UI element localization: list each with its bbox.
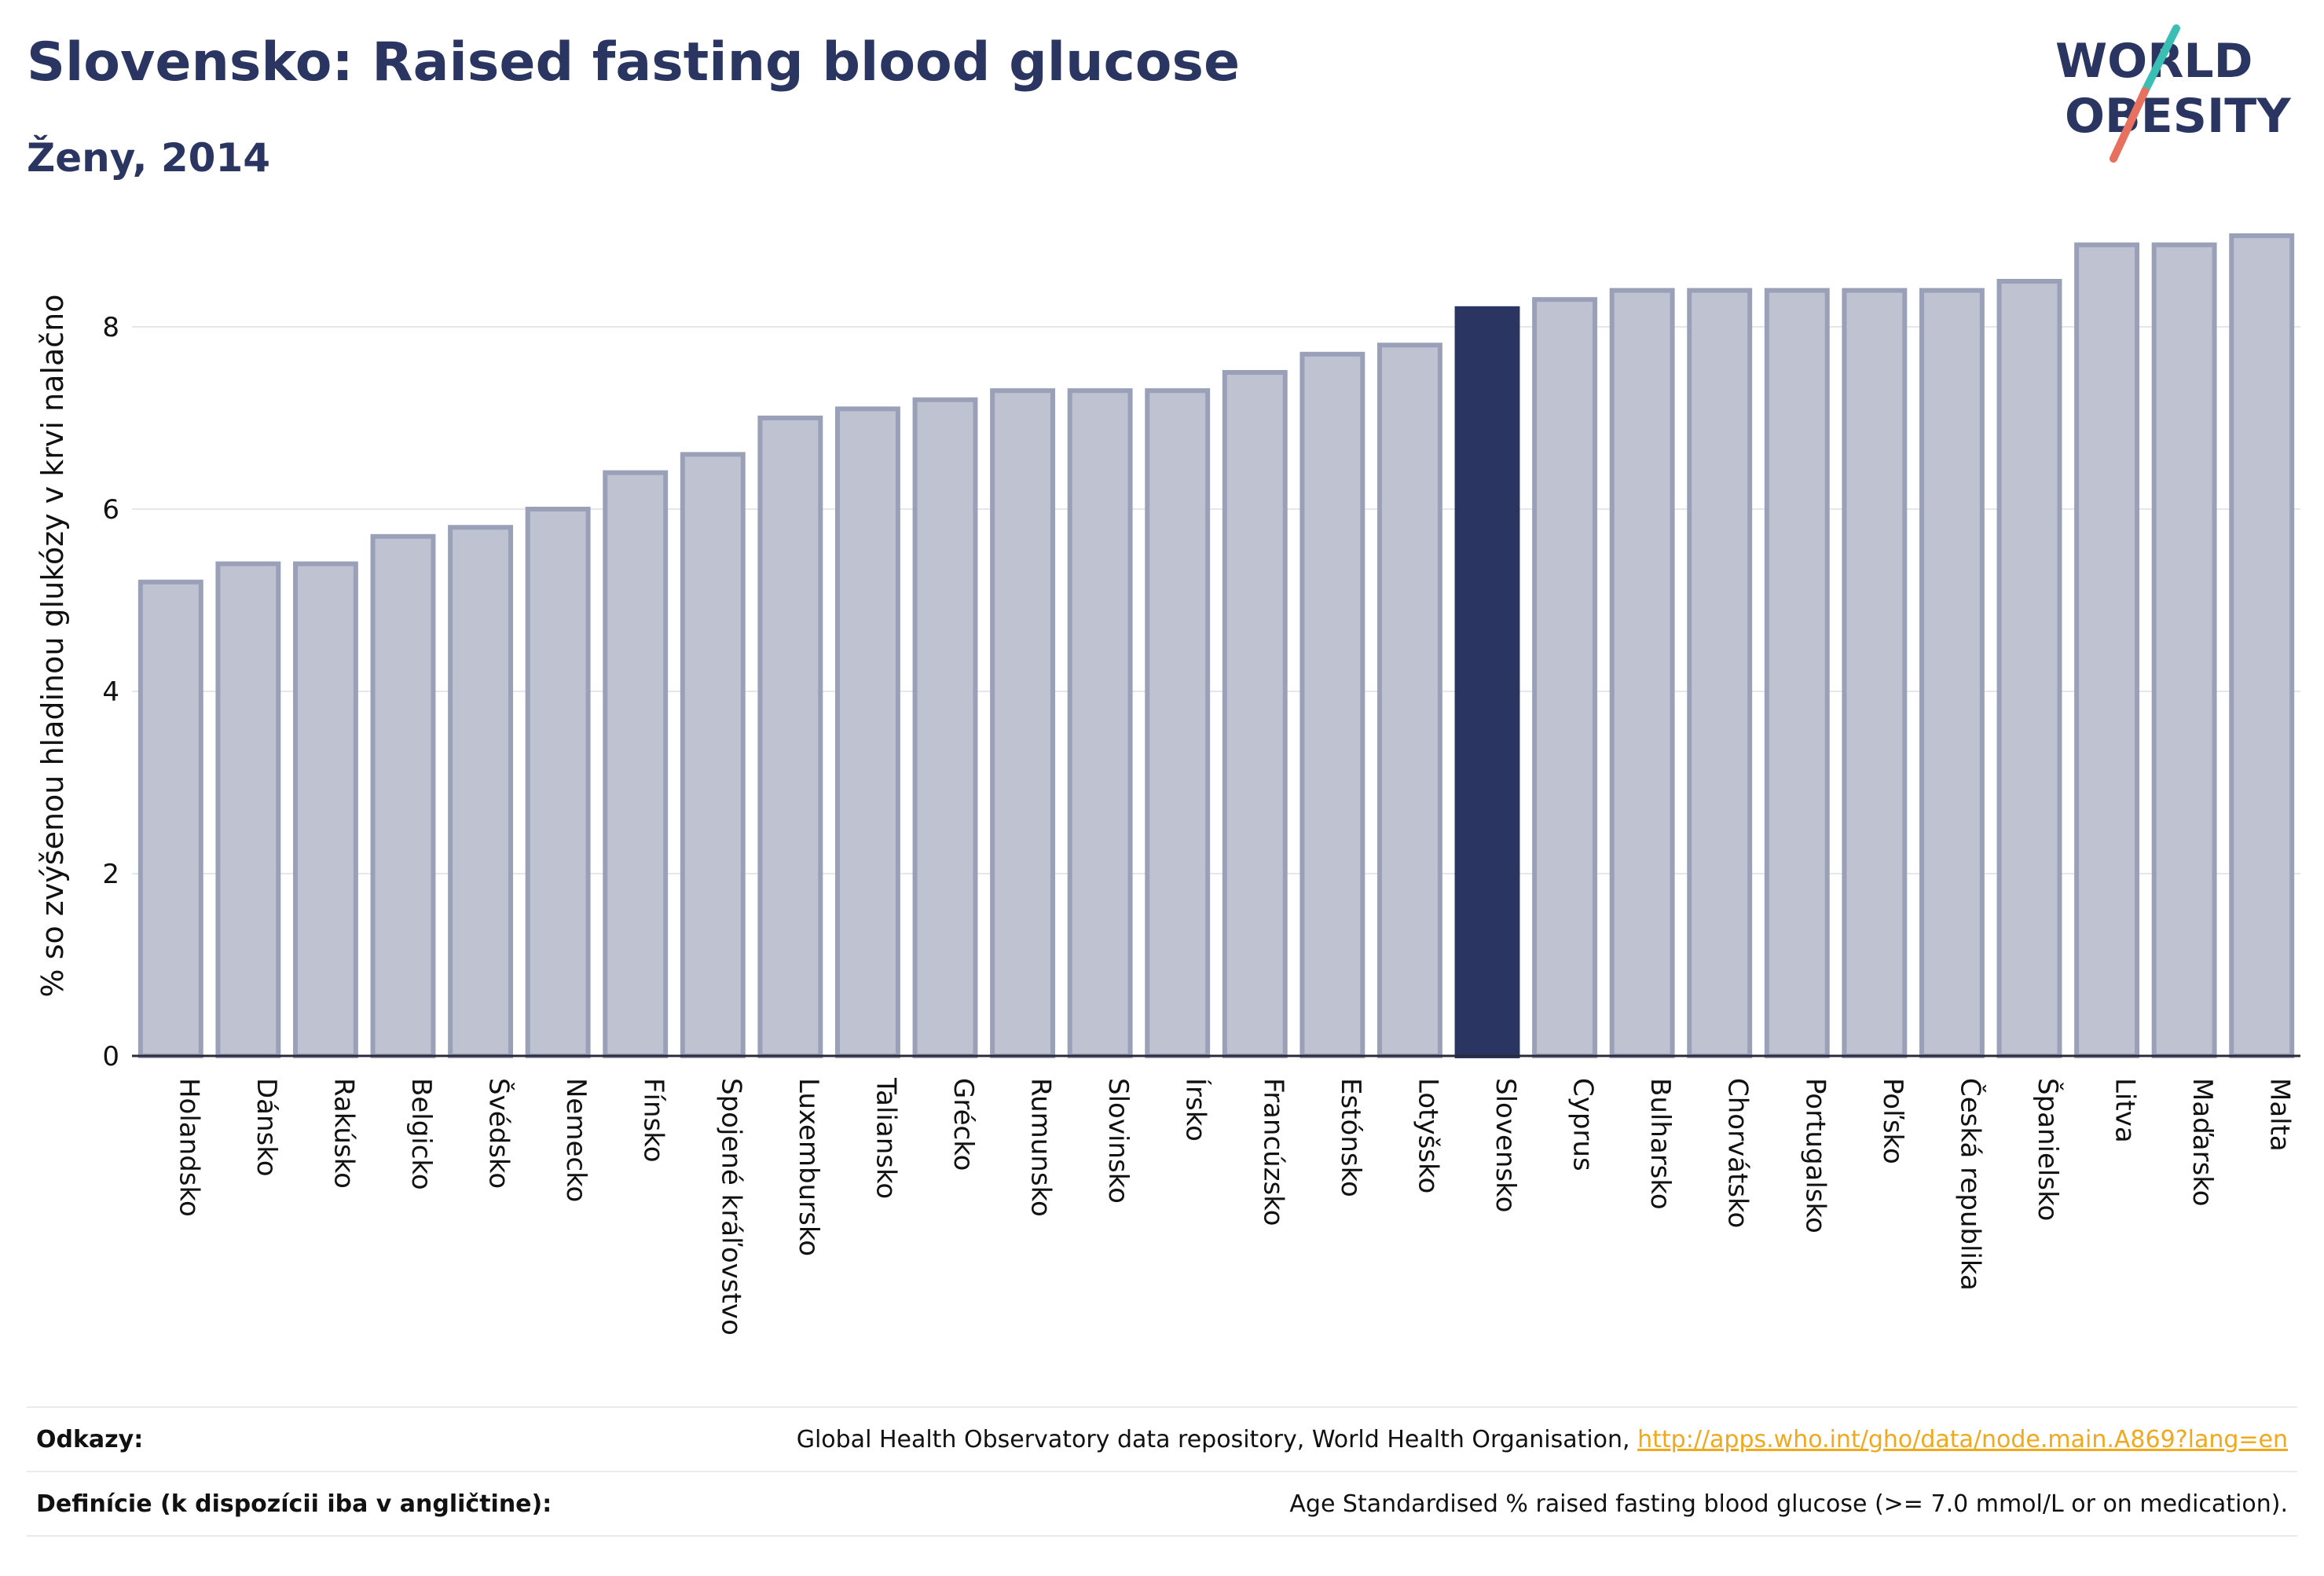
- bar-Luxembursko: [757, 416, 823, 1058]
- y-tick-label: 2: [102, 859, 119, 890]
- bar-Írsko: [1145, 388, 1211, 1058]
- x-tick-label: Belgicko: [405, 1078, 437, 1190]
- bar-Bulharsko: [1609, 288, 1675, 1059]
- bar-Malta: [2229, 233, 2295, 1058]
- bar-Maďarsko: [2151, 242, 2217, 1059]
- y-tick-label: 0: [102, 1041, 119, 1072]
- x-tick-label: Bulharsko: [1644, 1078, 1676, 1210]
- references-row: Odkazy: Global Health Observatory data r…: [27, 1406, 2297, 1471]
- y-tick-label: 6: [102, 494, 119, 526]
- bar-Holandsko: [137, 579, 203, 1058]
- bar-Švédsko: [448, 525, 514, 1058]
- references-label: Odkazy:: [36, 1425, 144, 1453]
- bar-Cyprus: [1532, 297, 1598, 1058]
- x-tick-label: Maďarsko: [2187, 1078, 2218, 1207]
- x-tick-label: Švédsko: [483, 1078, 515, 1189]
- bar-Spojené kráľovstvo: [680, 452, 746, 1058]
- bar-Taliansko: [834, 406, 900, 1058]
- x-tick-label: Dánsko: [251, 1078, 282, 1177]
- x-tick-label: Rumunsko: [1025, 1078, 1057, 1217]
- x-tick-label: Francúzsko: [1257, 1078, 1288, 1226]
- bar-Dánsko: [215, 561, 281, 1058]
- x-tick-label: Holandsko: [173, 1078, 204, 1217]
- x-tick-label: Taliansko: [870, 1077, 901, 1199]
- logo-line2: OBESITY: [2065, 89, 2292, 144]
- x-tick-label: Malta: [2264, 1078, 2296, 1152]
- bar-Španielsko: [1996, 279, 2062, 1058]
- x-tick-labels: Holandsko Dánsko Rakúsko Belgicko Švédsko Nem…: [173, 1077, 2295, 1336]
- definitions-row: Definície (k dispozícii iba v angličtine…: [27, 1471, 2297, 1537]
- bar-Chorvátsko: [1687, 288, 1753, 1059]
- definitions-label: Definície (k dispozícii iba v angličtine…: [36, 1490, 552, 1518]
- logo-slash-coral: [2110, 87, 2149, 163]
- x-tick-label: Poľsko: [1877, 1078, 1908, 1164]
- x-tick-label: Rakúsko: [328, 1078, 359, 1189]
- bar-Belgicko: [370, 533, 436, 1058]
- bar-Litva: [2074, 242, 2140, 1059]
- x-tick-label: Litva: [2110, 1078, 2141, 1143]
- bar-Poľsko: [1842, 288, 1908, 1059]
- bar-Česká republika: [1919, 288, 1985, 1059]
- y-tick-label: 8: [102, 312, 119, 343]
- x-tick-label: Lotyšsko: [1412, 1078, 1443, 1193]
- x-tick-label: Nemecko: [560, 1078, 592, 1202]
- x-tick-label: Estónsko: [1335, 1078, 1366, 1197]
- bar-chart: 0 2 4 6 8 Holandsko Dánsko Rakúsko Belgicko Švéd…: [35, 233, 2300, 1336]
- bar-Slovinsko: [1067, 388, 1133, 1058]
- bar-Grécko: [912, 397, 978, 1058]
- x-tick-label: Česká republika: [1954, 1078, 1986, 1291]
- x-tick-label: Spojené kráľovstvo: [715, 1078, 746, 1336]
- bar-Estónsko: [1299, 351, 1365, 1058]
- x-tick-label: Grécko: [948, 1078, 979, 1171]
- bar-Rakúsko: [292, 561, 358, 1058]
- x-tick-label: Fínsko: [638, 1078, 669, 1163]
- y-axis-label: % so zvýšenou hladinou glukózy v krvi na…: [35, 295, 70, 998]
- bars: [137, 233, 2295, 1059]
- footer: Odkazy: Global Health Observatory data r…: [27, 1406, 2297, 1537]
- bar-Rumunsko: [990, 388, 1056, 1058]
- logo-slash-teal: [2141, 24, 2180, 95]
- x-tick-label: Írsko: [1180, 1078, 1212, 1142]
- references-text: Global Health Observatory data repositor…: [796, 1425, 1630, 1453]
- chart-title: Slovensko: Raised fasting blood glucose: [27, 31, 1241, 93]
- y-tick-label: 4: [102, 676, 119, 708]
- x-tick-label: Chorvátsko: [1722, 1078, 1754, 1228]
- bar-Nemecko: [525, 507, 591, 1058]
- x-tick-label: Španielsko: [2032, 1078, 2064, 1221]
- bar-Portugalsko: [1764, 288, 1830, 1059]
- references-link[interactable]: http://apps.who.int/gho/data/node.main.A…: [1637, 1425, 2288, 1453]
- bar-Slovensko: [1454, 306, 1520, 1058]
- axes: 0 2 4 6 8: [102, 312, 2300, 1072]
- bar-Lotyšsko: [1376, 343, 1442, 1058]
- references-value: Global Health Observatory data repositor…: [797, 1426, 2297, 1453]
- chart-subtitle: Ženy, 2014: [27, 135, 271, 181]
- definitions-text: Age Standardised % raised fasting blood …: [1289, 1490, 2288, 1518]
- x-tick-label: Cyprus: [1567, 1078, 1599, 1171]
- world-obesity-logo: WORLD OBESITY: [2055, 24, 2292, 163]
- x-tick-label: Slovensko: [1490, 1078, 1521, 1212]
- x-tick-label: Slovinsko: [1102, 1078, 1134, 1204]
- bar-Francúzsko: [1222, 370, 1288, 1058]
- x-tick-label: Luxembursko: [793, 1078, 824, 1256]
- bar-Fínsko: [603, 470, 669, 1058]
- x-tick-label: Portugalsko: [1799, 1078, 1831, 1233]
